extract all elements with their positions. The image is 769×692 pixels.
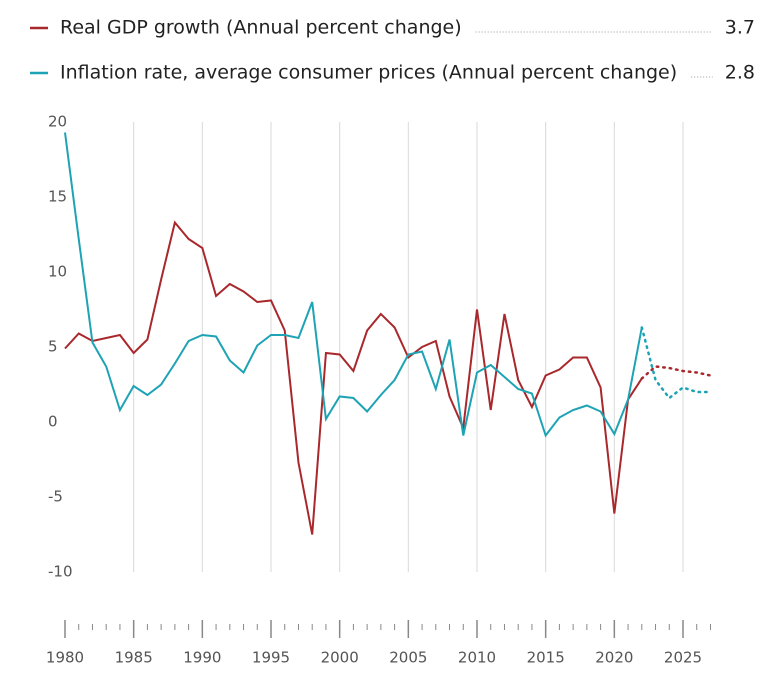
x-tick-label: 2015 — [527, 649, 565, 667]
x-tick-label: 1990 — [183, 649, 221, 667]
x-tick-label: 1995 — [252, 649, 290, 667]
x-tick-label: 2005 — [389, 649, 427, 667]
x-tick-label: 2025 — [664, 649, 702, 667]
legend-label: Real GDP growth (Annual percent change) — [60, 17, 462, 39]
x-tick-label: 2000 — [321, 649, 359, 667]
y-tick-label: 0 — [48, 413, 58, 431]
y-tick-label: 10 — [48, 263, 67, 281]
series-forecast-line — [640, 365, 712, 380]
series-forecast-line — [640, 326, 712, 400]
legend-value: 2.8 — [725, 62, 755, 84]
x-tick-label: 1980 — [46, 649, 84, 667]
series-line — [64, 220, 643, 535]
y-tick-label: -10 — [48, 563, 73, 581]
y-tick-label: 15 — [48, 188, 67, 206]
x-tick-label: 2020 — [595, 649, 633, 667]
legend-label: Inflation rate, average consumer prices … — [60, 62, 677, 84]
y-tick-label: 5 — [48, 338, 58, 356]
legend-value: 3.7 — [725, 17, 755, 39]
series-line — [64, 132, 643, 438]
x-tick-label: 2010 — [458, 649, 496, 667]
y-tick-label: 20 — [48, 113, 67, 131]
y-tick-label: -5 — [48, 488, 63, 506]
x-tick-label: 1985 — [115, 649, 153, 667]
